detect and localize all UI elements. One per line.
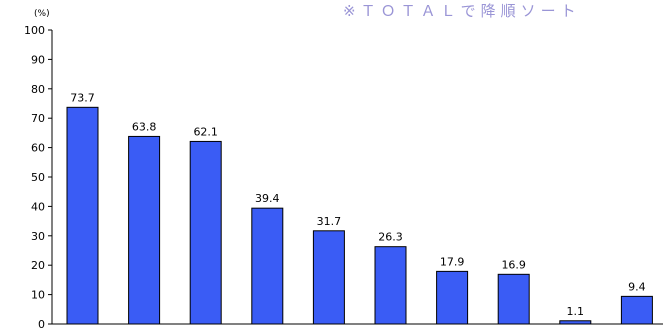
y-tick-label: 80 <box>31 83 45 96</box>
value-label: 9.4 <box>628 280 646 293</box>
y-tick-label: 0 <box>38 318 45 330</box>
y-tick-label: 20 <box>31 259 45 272</box>
y-axis-label: (%) <box>34 9 50 19</box>
bars <box>66 106 653 325</box>
bar <box>189 140 222 325</box>
value-label: 62.1 <box>193 125 218 138</box>
value-labels: 73.7 63.8 62.1 39.4 31.7 26.3 17.9 16.9 1.1 9.4 <box>70 91 645 317</box>
y-tick-label: 50 <box>31 171 45 184</box>
bar <box>66 106 99 325</box>
bar <box>128 135 161 325</box>
value-label: 63.8 <box>132 120 157 133</box>
sort-note: ※ＴＯＴＡＬで降順ソート <box>343 2 581 20</box>
value-label: 26.3 <box>378 231 403 244</box>
value-label: 39.4 <box>255 192 280 205</box>
y-tick-label: 100 <box>24 24 45 37</box>
value-label: 17.9 <box>440 255 465 268</box>
value-label: 16.9 <box>501 258 526 271</box>
y-tick-label: 90 <box>31 53 45 66</box>
bar <box>497 273 530 325</box>
bar <box>312 230 345 325</box>
y-tick-label: 30 <box>31 230 45 243</box>
y-tick-label: 40 <box>31 200 45 213</box>
y-tick-label: 70 <box>31 112 45 125</box>
value-label: 31.7 <box>317 215 342 228</box>
y-tick-label: 10 <box>31 289 45 302</box>
bar <box>559 320 592 325</box>
bar <box>374 246 407 325</box>
value-label: 1.1 <box>567 305 585 318</box>
value-label: 73.7 <box>70 91 95 104</box>
y-axis: 0 10 20 30 40 50 60 70 80 90 100 (%) <box>24 9 663 330</box>
bar <box>620 295 653 325</box>
bar <box>436 270 469 325</box>
bar <box>251 207 284 325</box>
y-tick-label: 60 <box>31 142 45 155</box>
